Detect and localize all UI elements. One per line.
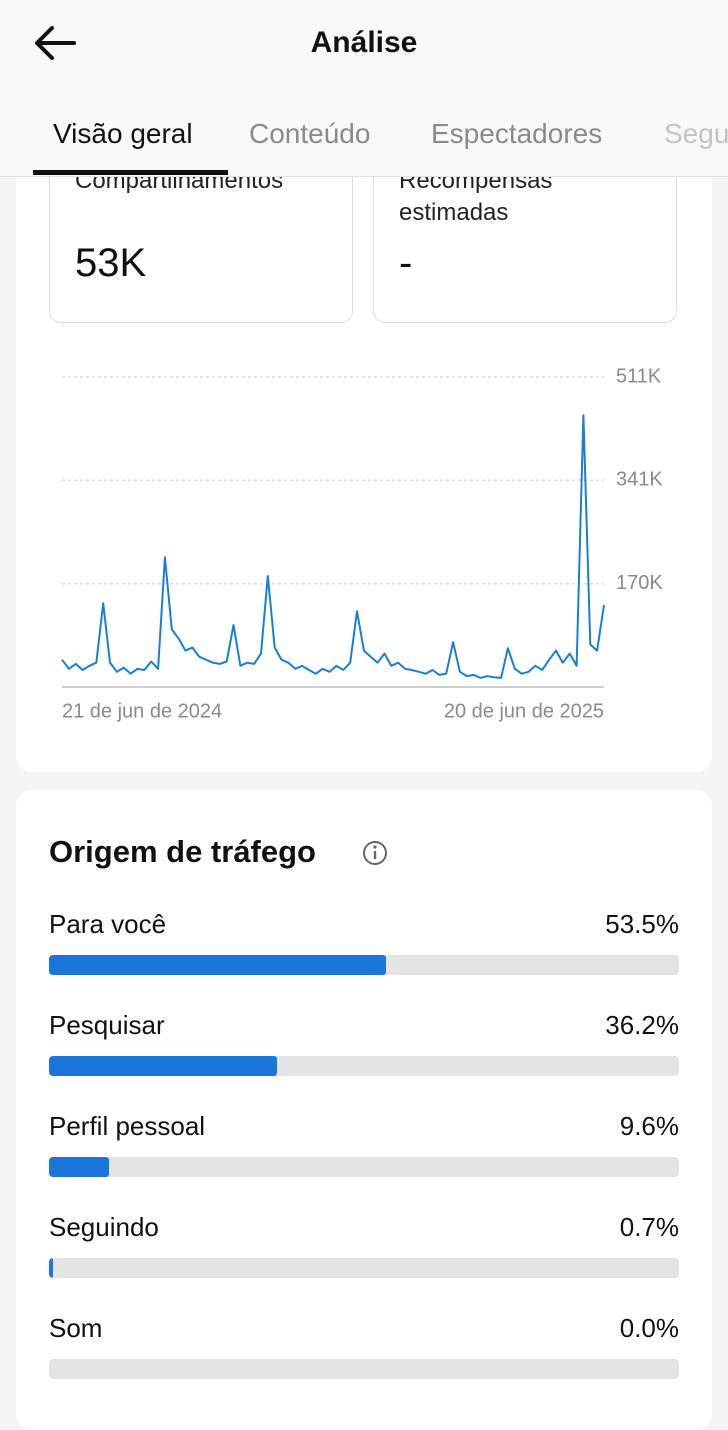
bar-track (49, 1258, 679, 1278)
page-title: Análise (310, 26, 418, 59)
line (61, 414, 605, 679)
bar (49, 1056, 278, 1076)
traffic-label: Seguindo (49, 1212, 159, 1242)
tab[interactable]: Visão geral (53, 118, 193, 149)
traffic-label: Pesquisar (49, 1010, 165, 1040)
traffic-value: 36.2% (605, 1010, 679, 1040)
bar (49, 955, 387, 975)
bar-track (49, 955, 679, 975)
traffic-label: Som (49, 1313, 103, 1343)
bar (49, 1157, 110, 1177)
traffic-value: 9.6% (619, 1111, 679, 1141)
back-button[interactable] (34, 24, 78, 62)
tab[interactable]: Espectadores (431, 118, 603, 149)
x-tick-label: 21 de jun de 2024 (62, 700, 222, 722)
header: Análise Visão geral Conteúdo Espectadore… (0, 0, 728, 177)
traffic-label: Para você (49, 909, 167, 939)
y-tick-label: 511K (616, 365, 662, 387)
traffic-value: 53.5% (605, 909, 679, 939)
info-icon[interactable] (361, 839, 389, 867)
section-title: Origem de tráfego (49, 834, 316, 869)
tab-underline (33, 170, 228, 175)
stat-value: - (399, 241, 413, 285)
y-tick-label: 170K (616, 572, 663, 594)
traffic-panel (16, 790, 712, 1430)
tab[interactable]: Conteúdo (249, 118, 371, 149)
traffic-value: 0.0% (619, 1313, 679, 1343)
traffic-label: Perfil pessoal (49, 1111, 206, 1141)
bar-track (49, 1157, 679, 1177)
tab[interactable]: Segu (664, 118, 728, 149)
line-chart: 170K 341K 511K 21 de jun de 2024 20 de jun d… (61, 365, 663, 722)
y-tick-label: 341K (616, 468, 663, 490)
bar-track (49, 1359, 679, 1379)
traffic-value: 0.7% (619, 1212, 679, 1242)
bar (49, 1258, 54, 1278)
x-tick-label: 20 de jun de 2025 (444, 700, 604, 722)
stat-value: 53K (75, 241, 147, 285)
bar-track (49, 1056, 679, 1076)
